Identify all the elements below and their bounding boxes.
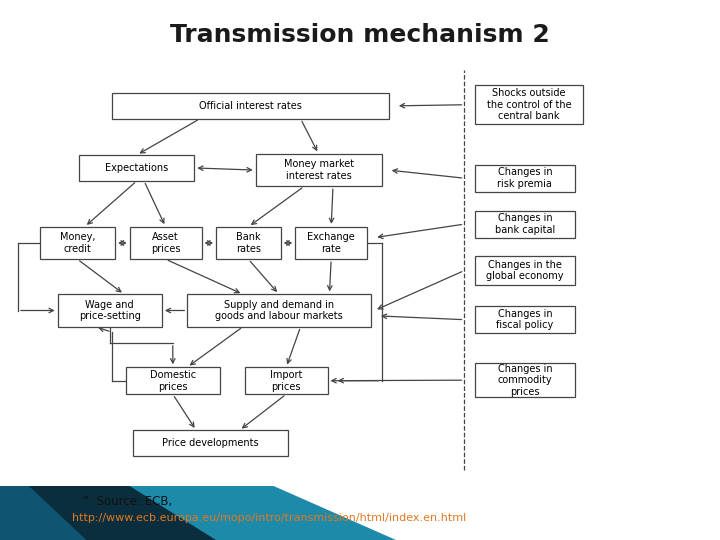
Polygon shape <box>0 486 396 540</box>
Text: Bank
rates: Bank rates <box>236 232 261 254</box>
Text: Changes in
commodity
prices: Changes in commodity prices <box>498 363 552 397</box>
FancyBboxPatch shape <box>133 430 288 456</box>
Text: Domestic
prices: Domestic prices <box>150 370 196 392</box>
FancyBboxPatch shape <box>475 85 583 124</box>
FancyBboxPatch shape <box>187 294 371 327</box>
Text: Changes in the
global economy: Changes in the global economy <box>486 260 564 281</box>
FancyBboxPatch shape <box>79 155 194 181</box>
FancyBboxPatch shape <box>475 211 575 238</box>
FancyBboxPatch shape <box>216 227 281 259</box>
Text: Exchange
rate: Exchange rate <box>307 232 355 254</box>
FancyBboxPatch shape <box>245 367 328 394</box>
Text: “  Source: ECB,: “ Source: ECB, <box>83 495 172 508</box>
Polygon shape <box>0 486 86 540</box>
FancyBboxPatch shape <box>58 294 162 327</box>
FancyBboxPatch shape <box>112 93 389 119</box>
Text: Price developments: Price developments <box>162 438 259 448</box>
FancyBboxPatch shape <box>256 154 382 186</box>
Text: Changes in
risk premia: Changes in risk premia <box>498 167 552 189</box>
Text: Import
prices: Import prices <box>270 370 302 392</box>
Text: Shocks outside
the control of the
central bank: Shocks outside the control of the centra… <box>487 88 572 122</box>
FancyBboxPatch shape <box>130 227 202 259</box>
Text: Money market
interest rates: Money market interest rates <box>284 159 354 181</box>
Text: Wage and
price-setting: Wage and price-setting <box>79 300 140 321</box>
FancyBboxPatch shape <box>475 363 575 397</box>
FancyBboxPatch shape <box>475 256 575 285</box>
Text: Supply and demand in
goods and labour markets: Supply and demand in goods and labour ma… <box>215 300 343 321</box>
Text: Official interest rates: Official interest rates <box>199 101 302 111</box>
Text: Expectations: Expectations <box>105 163 168 173</box>
Text: Changes in
bank capital: Changes in bank capital <box>495 213 555 235</box>
Text: Money,
credit: Money, credit <box>60 232 95 254</box>
FancyBboxPatch shape <box>295 227 367 259</box>
Text: http://www.ecb.europa.eu/mopo/intro/transmission/html/index.en.html: http://www.ecb.europa.eu/mopo/intro/tran… <box>72 514 467 523</box>
Text: Transmission mechanism 2: Transmission mechanism 2 <box>170 23 550 47</box>
FancyBboxPatch shape <box>475 165 575 192</box>
FancyBboxPatch shape <box>475 306 575 333</box>
FancyBboxPatch shape <box>40 227 115 259</box>
FancyBboxPatch shape <box>126 367 220 394</box>
Text: Changes in
fiscal policy: Changes in fiscal policy <box>496 309 554 330</box>
Text: Asset
prices: Asset prices <box>151 232 180 254</box>
Polygon shape <box>0 486 216 540</box>
